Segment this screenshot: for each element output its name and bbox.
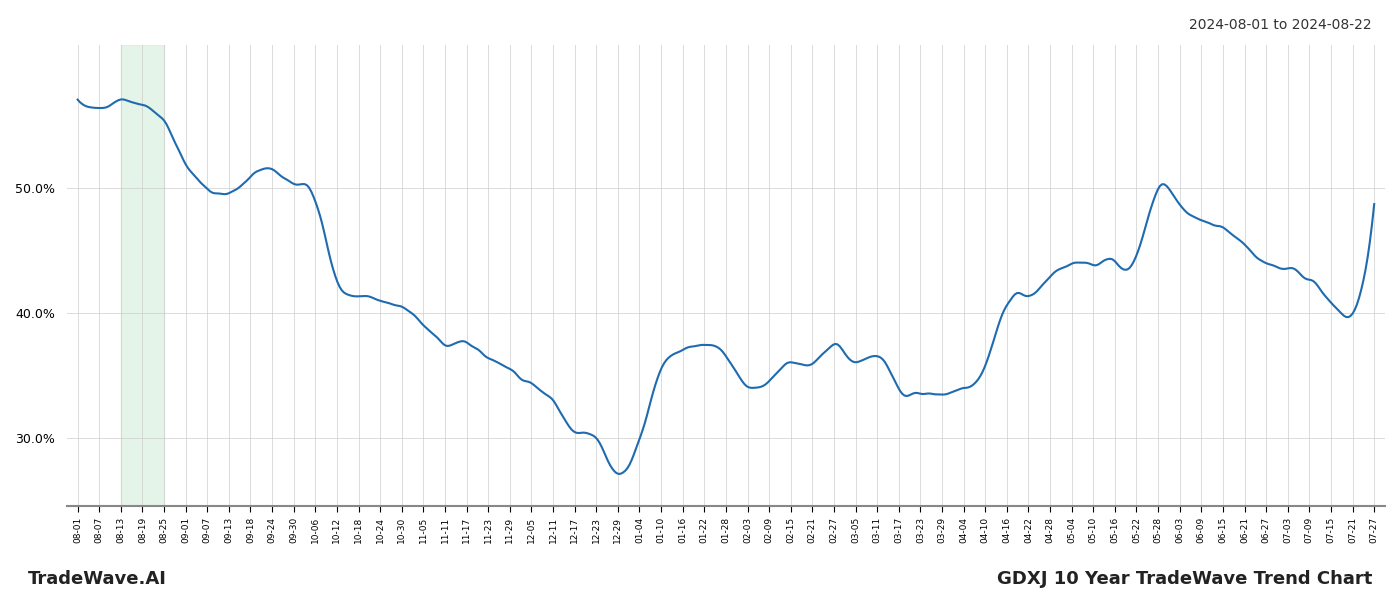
Text: GDXJ 10 Year TradeWave Trend Chart: GDXJ 10 Year TradeWave Trend Chart bbox=[997, 570, 1372, 588]
Text: TradeWave.AI: TradeWave.AI bbox=[28, 570, 167, 588]
Bar bbox=[120, 45, 164, 506]
Text: 2024-08-01 to 2024-08-22: 2024-08-01 to 2024-08-22 bbox=[1190, 18, 1372, 32]
